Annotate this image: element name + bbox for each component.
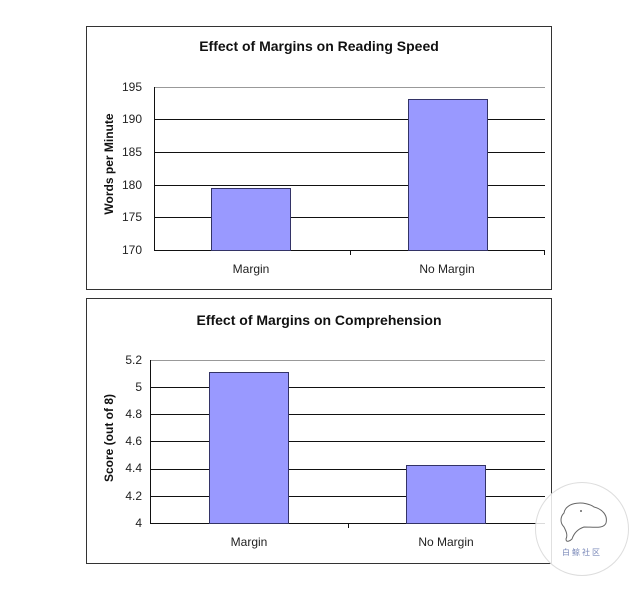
x-category-label: No Margin bbox=[419, 262, 475, 276]
gridline bbox=[154, 185, 545, 186]
x-axis-line bbox=[154, 250, 545, 251]
y-tick-label: 4.6 bbox=[125, 434, 142, 448]
watermark-logo: 白鲸社区 bbox=[535, 482, 629, 576]
reading-speed-chart: Effect of Margins on Reading Speed Words… bbox=[86, 26, 552, 290]
bar-no-margin bbox=[406, 465, 486, 524]
gridline bbox=[154, 152, 545, 153]
gridline bbox=[150, 414, 545, 415]
y-axis-line bbox=[150, 360, 151, 524]
x-category-label: No Margin bbox=[418, 535, 474, 549]
y-tick-label: 180 bbox=[121, 178, 142, 192]
y-tick-label: 195 bbox=[121, 80, 142, 94]
gridline bbox=[150, 441, 545, 442]
gridline bbox=[150, 496, 545, 497]
y-tick-label: 190 bbox=[121, 112, 142, 126]
chart-title: Effect of Margins on Comprehension bbox=[196, 312, 442, 328]
whale-icon bbox=[560, 502, 607, 542]
gridline bbox=[150, 360, 545, 361]
bar-margin bbox=[209, 372, 289, 524]
y-tick-label: 185 bbox=[121, 145, 142, 159]
gridline bbox=[150, 469, 545, 470]
x-tick bbox=[544, 250, 545, 255]
y-tick-label: 5 bbox=[135, 380, 142, 394]
y-tick-label: 4 bbox=[135, 516, 142, 530]
x-category-label: Margin bbox=[230, 535, 268, 549]
gridline bbox=[150, 387, 545, 388]
bar-margin bbox=[211, 188, 291, 251]
y-tick-label: 4.8 bbox=[125, 407, 142, 421]
watermark-text: 白鲸社区 bbox=[562, 548, 602, 557]
plot-area bbox=[150, 360, 545, 528]
y-axis-line bbox=[154, 87, 155, 251]
y-tick-label: 4.2 bbox=[125, 489, 142, 503]
y-tick-label: 5.2 bbox=[125, 353, 142, 367]
x-tick bbox=[348, 523, 349, 528]
bar-no-margin bbox=[408, 99, 488, 251]
y-tick-label: 4.4 bbox=[125, 461, 142, 475]
x-tick bbox=[350, 250, 351, 255]
chart-title: Effect of Margins on Reading Speed bbox=[199, 38, 439, 54]
plot-area bbox=[154, 87, 545, 255]
comprehension-chart: Effect of Margins on Comprehension Score… bbox=[86, 298, 552, 564]
y-tick-label: 175 bbox=[121, 210, 142, 224]
x-axis-line bbox=[150, 523, 545, 524]
gridline bbox=[154, 217, 545, 218]
y-tick-label: 170 bbox=[121, 243, 142, 257]
x-category-label: Margin bbox=[232, 262, 270, 276]
gridline bbox=[154, 119, 545, 120]
gridline bbox=[154, 87, 545, 88]
